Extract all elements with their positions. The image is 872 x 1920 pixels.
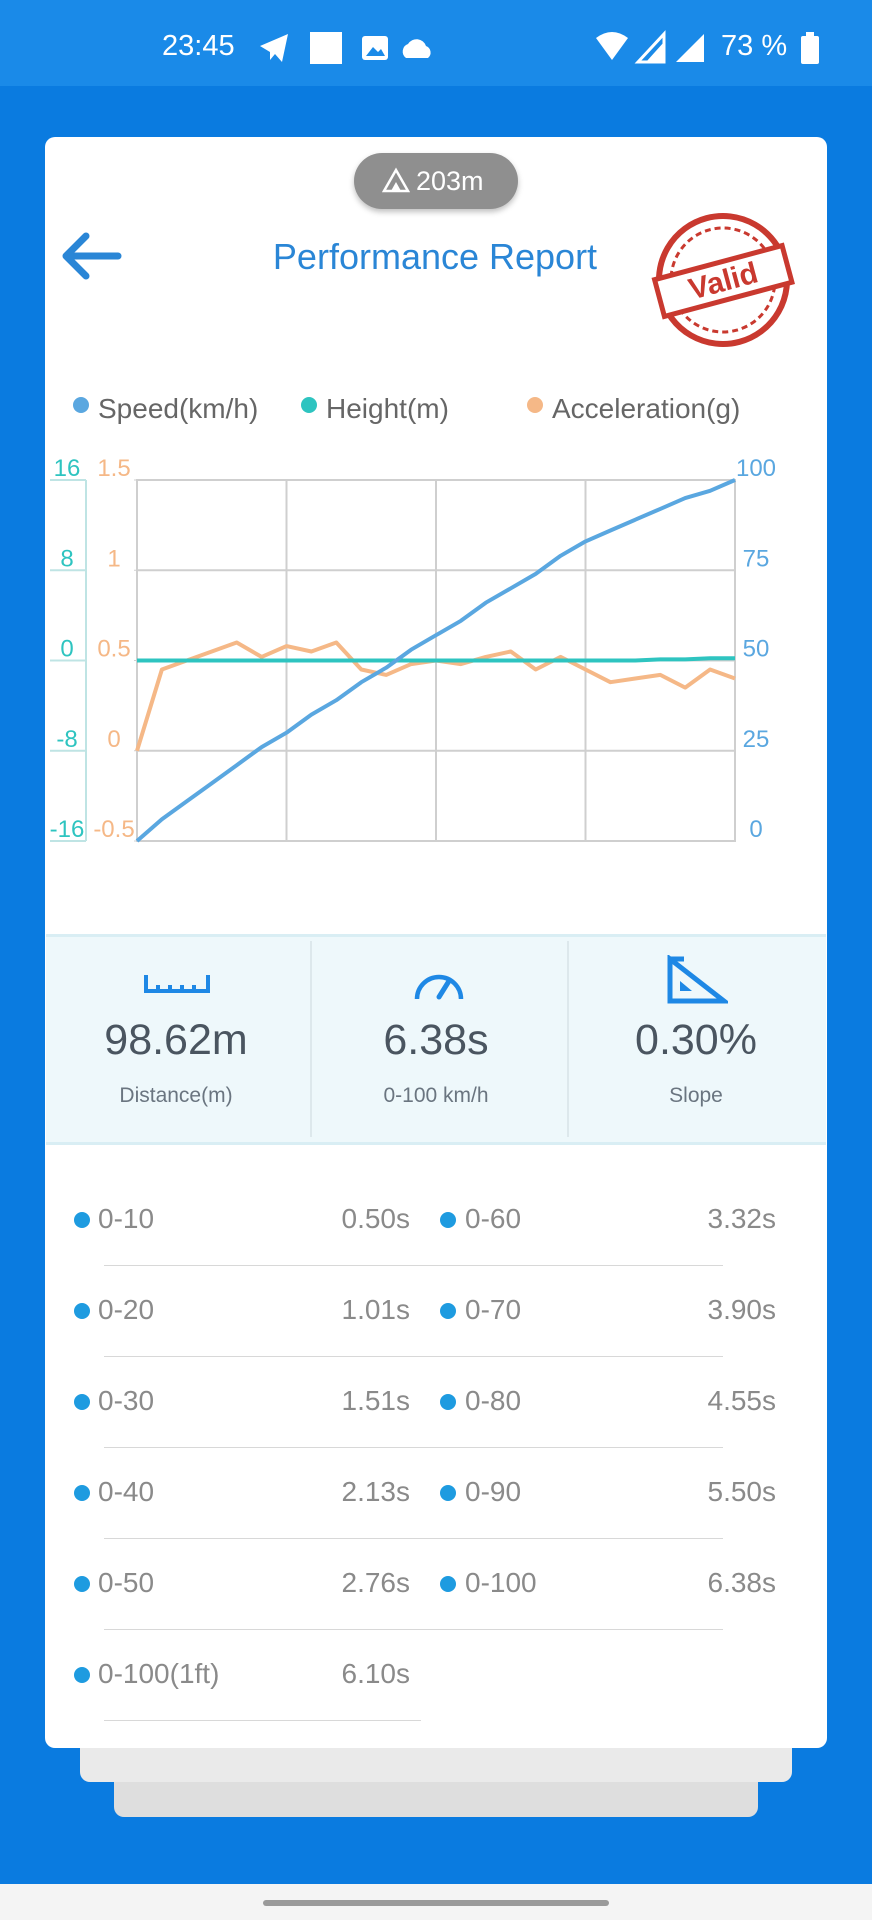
accel-tick-label: 0 — [107, 726, 120, 753]
back-button[interactable] — [60, 232, 122, 282]
speed-tick-label: 0 — [749, 816, 762, 843]
stats-panel — [46, 934, 826, 1145]
nav-bar — [0, 1884, 872, 1920]
split-value: 1.51s — [341, 1385, 411, 1416]
split-label: 0-60 — [465, 1203, 522, 1234]
altitude-badge: 203m — [354, 153, 518, 209]
series-line — [135, 478, 736, 843]
height-tick-label: -16 — [50, 816, 85, 843]
valid-stamp: Valid — [651, 213, 795, 347]
gauge-icon — [414, 974, 464, 1000]
split-value: 1.01s — [341, 1294, 411, 1325]
card-shadow — [114, 1775, 758, 1817]
split-value: 4.55s — [707, 1385, 777, 1416]
split-label: 0-90 — [465, 1476, 522, 1507]
legend-label: Speed(km/h) — [98, 393, 258, 424]
divider — [310, 941, 312, 1137]
stat-label: Slope — [669, 1084, 723, 1107]
stat-value: 6.38s — [383, 1016, 489, 1064]
stat-label: Distance(m) — [119, 1084, 233, 1107]
split-label: 0-80 — [465, 1385, 522, 1416]
split-dot — [440, 1212, 456, 1228]
split-dot — [74, 1212, 90, 1228]
legend-dot — [527, 397, 543, 413]
speed-tick-label: 75 — [743, 545, 770, 572]
battery-icon — [801, 32, 819, 64]
split-value: 6.10s — [341, 1658, 411, 1689]
split-dot — [74, 1485, 90, 1501]
split-dot — [74, 1576, 90, 1592]
row-separator — [104, 1356, 723, 1357]
performance-chart: Speed(km/h) Height(m) Acceleration(g) 0 25 50… — [50, 393, 776, 843]
split-dot — [440, 1576, 456, 1592]
mountain-icon — [382, 167, 410, 193]
battery-text: 73 % — [721, 30, 788, 62]
divider — [567, 941, 569, 1137]
split-dot — [440, 1485, 456, 1501]
split-label: 0-10 — [98, 1203, 155, 1234]
stats-values: 98.62m Distance(m) 6.38s 0-100 km/h 0.30% Slo… — [46, 934, 826, 1139]
accel-tick-label: 0.5 — [97, 636, 130, 663]
split-dot — [74, 1667, 90, 1683]
status-icons — [260, 32, 431, 64]
split-value: 3.32s — [707, 1203, 777, 1234]
split-dot — [440, 1303, 456, 1319]
clock: 23:45 — [162, 30, 235, 62]
page-title: Performance Report — [272, 236, 598, 277]
stat-value: 98.62m — [104, 1016, 248, 1064]
split-dot — [74, 1394, 90, 1410]
row-separator — [104, 1629, 723, 1630]
split-value: 2.76s — [341, 1567, 411, 1598]
legend-label: Acceleration(g) — [552, 393, 740, 424]
split-value: 5.50s — [707, 1476, 777, 1507]
speed-tick-label: 50 — [743, 636, 770, 663]
row-separator — [104, 1265, 723, 1266]
split-dot — [74, 1303, 90, 1319]
split-label: 0-100 — [465, 1567, 537, 1598]
legend-dot — [301, 397, 317, 413]
height-tick-label: -8 — [56, 726, 77, 753]
split-label: 0-20 — [98, 1294, 155, 1325]
split-value: 3.90s — [707, 1294, 777, 1325]
split-dot — [440, 1394, 456, 1410]
row-separator — [104, 1447, 723, 1448]
altitude-text: 203m — [416, 166, 484, 196]
split-label: 0-40 — [98, 1476, 155, 1507]
ruler-icon — [144, 975, 210, 993]
accel-tick-label: 1 — [107, 545, 120, 572]
accel-tick-label: 1.5 — [97, 455, 130, 482]
split-times: 0-10 0.50s 0-20 1.01s 0-30 1.51s 0-40 2.13s 0-50… — [74, 1203, 777, 1721]
slope-icon — [667, 955, 728, 1004]
status-bar: 23:45 73 % — [0, 0, 872, 86]
row-separator — [104, 1720, 421, 1721]
accel-tick-label: -0.5 — [93, 816, 134, 843]
speed-tick-label: 25 — [743, 726, 770, 753]
speed-tick-label: 100 — [736, 455, 776, 482]
row-separator — [104, 1538, 723, 1539]
series-line — [137, 656, 735, 663]
split-value: 2.13s — [341, 1476, 411, 1507]
legend-dot — [73, 397, 89, 413]
split-label: 0-70 — [465, 1294, 522, 1325]
split-value: 6.38s — [707, 1567, 777, 1598]
height-tick-label: 8 — [60, 545, 73, 572]
legend-label: Height(m) — [326, 393, 449, 424]
split-label: 0-50 — [98, 1567, 155, 1598]
split-label: 0-30 — [98, 1385, 155, 1416]
split-value: 0.50s — [341, 1203, 411, 1234]
home-handle[interactable] — [263, 1900, 609, 1906]
signal-icons — [596, 30, 704, 64]
split-label: 0-100(1ft) — [98, 1658, 220, 1689]
height-tick-label: 16 — [54, 455, 81, 482]
stat-label: 0-100 km/h — [383, 1084, 489, 1107]
stat-value: 0.30% — [635, 1016, 757, 1064]
height-tick-label: 0 — [60, 636, 73, 663]
